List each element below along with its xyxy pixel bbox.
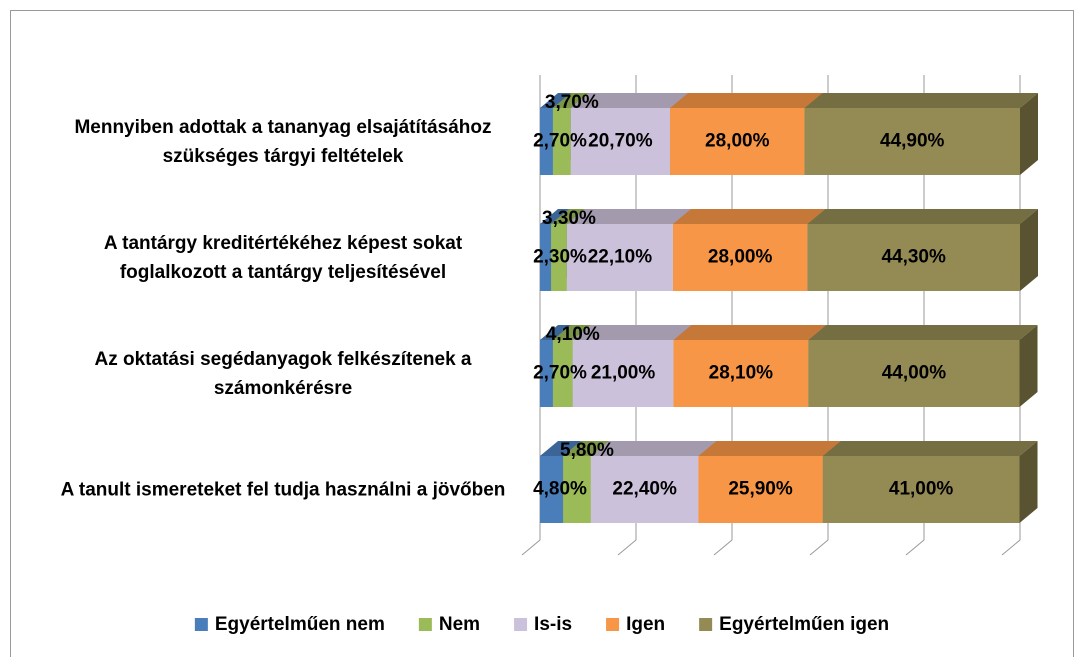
legend-swatch	[418, 618, 432, 631]
legend-swatch	[514, 618, 528, 631]
bar-face	[540, 340, 553, 407]
bar-segment	[807, 209, 1038, 291]
bar-face	[551, 224, 567, 291]
data-label: 2,70%	[533, 363, 587, 384]
data-label: 28,00%	[708, 247, 773, 268]
category-label: A tanult ismereteket fel tudja használni…	[60, 479, 506, 500]
bar-face	[563, 441, 609, 456]
bar-face	[552, 108, 571, 175]
bar-face	[540, 209, 570, 224]
legend-label: Igen	[626, 614, 665, 635]
data-label: 44,00%	[882, 363, 947, 384]
bar-face	[551, 209, 585, 224]
bar-segment	[822, 441, 1038, 523]
bar-face	[566, 209, 691, 224]
bar-face	[1019, 441, 1038, 523]
bar-face	[804, 93, 1038, 108]
data-label: 3,70%	[545, 92, 599, 113]
legend-label: Nem	[439, 614, 480, 635]
legend-label: Egyértelműen nem	[215, 614, 385, 635]
data-label: 28,10%	[709, 363, 774, 384]
bar-face	[570, 93, 689, 108]
bar-face	[670, 108, 805, 175]
bar-face	[540, 108, 553, 175]
data-label: 22,40%	[612, 479, 677, 500]
bar-face	[1020, 93, 1038, 175]
bar-face	[673, 325, 827, 340]
category-label: Mennyiben adottak a tananyag elsajátítás…	[74, 116, 492, 167]
data-label: 25,90%	[728, 479, 793, 500]
bar-face	[552, 340, 573, 407]
bar-face	[670, 93, 823, 108]
data-label: 2,30%	[533, 247, 587, 268]
bar-face	[540, 224, 552, 291]
bar-face	[566, 224, 673, 291]
bar-face	[590, 456, 699, 523]
data-label: 20,70%	[588, 131, 653, 152]
bar-face	[540, 325, 571, 340]
bar-face	[572, 325, 692, 340]
bar-face	[1019, 325, 1038, 407]
bar-face	[572, 340, 674, 407]
bar-face	[540, 441, 582, 456]
legend-swatch	[699, 618, 713, 631]
legend-label: Is-is	[534, 614, 572, 635]
data-label: 4,80%	[533, 479, 587, 500]
data-label: 2,70%	[533, 131, 587, 152]
bar-face	[540, 456, 564, 523]
bar-face	[672, 209, 826, 224]
bar-face	[563, 456, 591, 523]
bar-face	[552, 93, 589, 108]
bar-face	[672, 224, 808, 291]
bar-face	[807, 209, 1038, 224]
bar-face	[822, 441, 1038, 456]
data-label: 3,30%	[542, 208, 596, 229]
bar-face	[808, 325, 1038, 340]
bar-face	[590, 441, 717, 456]
legend-swatch	[606, 618, 620, 631]
bar-face	[808, 340, 1020, 407]
bar-face	[570, 108, 671, 175]
bar-face	[1020, 209, 1038, 291]
bar-face	[807, 224, 1020, 291]
data-label: 28,00%	[705, 131, 770, 152]
chart-frame	[10, 10, 1074, 657]
data-label: 22,10%	[588, 247, 653, 268]
data-label: 5,80%	[560, 440, 614, 461]
bar-face	[822, 456, 1020, 523]
bar-segment	[808, 325, 1038, 407]
bar-face	[698, 456, 823, 523]
bar-face	[804, 108, 1020, 175]
legend-swatch	[194, 618, 208, 631]
bar-face	[673, 340, 809, 407]
bar-face	[552, 325, 591, 340]
legend-label: Egyértelműen igen	[719, 614, 889, 635]
data-label: 41,00%	[889, 479, 954, 500]
category-label: Az oktatási segédanyagok felkészítenek a…	[94, 348, 472, 399]
data-label: 44,30%	[881, 247, 946, 268]
data-label: 4,10%	[546, 324, 600, 345]
bar-face	[698, 441, 841, 456]
bar-face	[540, 93, 571, 108]
data-label: 44,90%	[880, 131, 945, 152]
bar-segment	[804, 93, 1038, 175]
data-label: 21,00%	[591, 363, 656, 384]
category-label: A tantárgy kreditértékéhez képest sokat …	[103, 232, 463, 283]
